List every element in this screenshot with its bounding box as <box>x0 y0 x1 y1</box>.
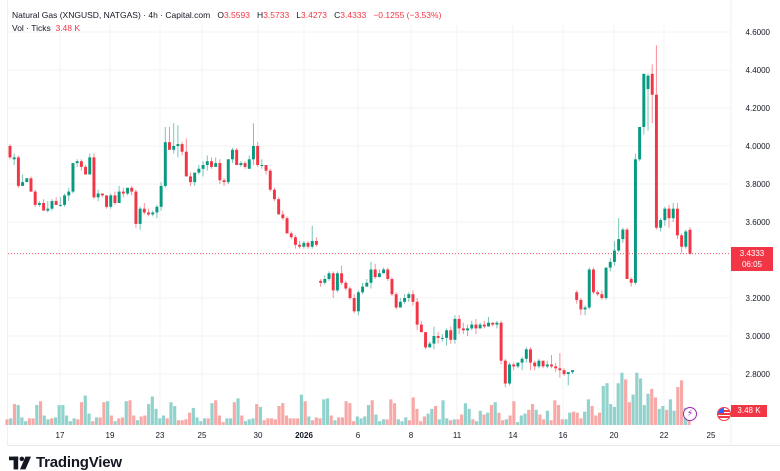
tradingview-brand[interactable]: TradingView <box>9 454 122 471</box>
volume-label[interactable]: Vol · Ticks <box>12 23 51 33</box>
time-tick-label: 2026 <box>295 431 313 440</box>
time-tick-label: 25 <box>197 431 207 440</box>
time-tick-label: 8 <box>408 431 414 440</box>
time-tick-label: 20 <box>609 431 619 440</box>
price-candles <box>8 45 692 388</box>
open-value: 3.5593 <box>223 10 250 20</box>
last-price-value: 3.4333 <box>739 249 765 258</box>
price-tick-label: 4.6000 <box>746 28 771 37</box>
time-tick-label: 16 <box>558 431 568 440</box>
price-tick-label: 4.4000 <box>746 66 771 75</box>
time-tick-label: 25 <box>706 431 716 440</box>
lightning-event-icon[interactable]: ⚡︎ <box>683 407 697 421</box>
price-tick-label: 3.2000 <box>746 294 771 303</box>
volume-value: 3.48 K <box>55 23 81 33</box>
chart-frame[interactable] <box>7 0 780 446</box>
time-tick-label: 22 <box>659 431 669 440</box>
legend-row-volume: Vol · Ticks 3.48 K <box>12 22 441 35</box>
grid-lines <box>8 25 731 425</box>
price-tick-label: 4.0000 <box>746 142 771 151</box>
symbol-title[interactable]: Natural Gas (XNGUSD, NATGAS) · 4h · Capi… <box>12 10 211 20</box>
volume-badge: 3.48 K <box>731 405 767 417</box>
brand-name: TradingView <box>36 454 122 471</box>
high-label: H <box>257 10 264 20</box>
time-tick-label: 14 <box>508 431 518 440</box>
price-tick-label: 3.6000 <box>746 218 771 227</box>
price-axis[interactable]: 4.6000 4.4000 4.2000 4.0000 3.8000 3.6000 3.20… <box>746 28 771 379</box>
low-value: 3.4273 <box>301 10 328 20</box>
us-flag-economic-event-icon[interactable] <box>717 407 731 421</box>
time-tick-label: 23 <box>155 431 165 440</box>
time-tick-label: 30 <box>253 431 263 440</box>
candlestick-chart[interactable]: 4.6000 4.4000 4.2000 4.0000 3.8000 3.6000 3.20… <box>0 0 780 446</box>
time-tick-label: 11 <box>452 431 462 440</box>
open-label: O <box>217 10 224 20</box>
price-tick-label: 3.0000 <box>746 332 771 341</box>
tradingview-logo-icon <box>9 456 31 469</box>
bar-countdown: 06:05 <box>741 260 763 269</box>
last-price-badge: 3.4333 06:05 <box>731 247 773 271</box>
close-label: C <box>334 10 341 20</box>
time-tick-label: 19 <box>105 431 115 440</box>
volume-bars <box>5 372 691 425</box>
price-tick-label: 4.2000 <box>746 104 771 113</box>
chart-legend: Natural Gas (XNGUSD, NATGAS) · 4h · Capi… <box>12 9 441 35</box>
low-label: L <box>296 10 302 20</box>
price-tick-label: 2.8000 <box>746 370 771 379</box>
close-value: 3.4333 <box>340 10 367 20</box>
price-tick-label: 3.8000 <box>746 180 771 189</box>
time-tick-label: 6 <box>355 431 361 440</box>
high-value: 3.5733 <box>263 10 290 20</box>
time-tick-label: 17 <box>55 431 65 440</box>
change-value: −0.1255 (−3.53%) <box>373 10 442 20</box>
legend-row-symbol: Natural Gas (XNGUSD, NATGAS) · 4h · Capi… <box>12 9 441 22</box>
